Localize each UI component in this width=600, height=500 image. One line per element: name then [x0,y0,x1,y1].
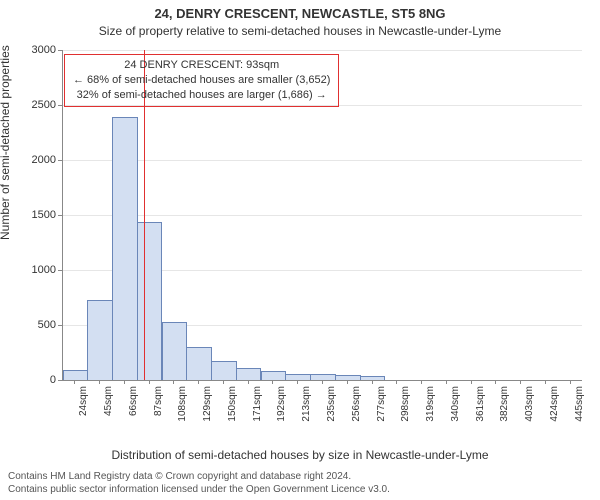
x-tick-label: 192sqm [276,386,287,422]
y-tick-label: 0 [50,374,56,386]
y-axis-line [62,50,63,380]
chart-container: 24, DENRY CRESCENT, NEWCASTLE, ST5 8NG S… [0,0,600,500]
attribution-line: Contains HM Land Registry data © Crown c… [8,470,390,483]
bar [137,222,163,380]
annotation-line: ← 68% of semi-detached houses are smalle… [73,73,330,88]
y-tick-label: 1000 [32,264,56,276]
bar [261,371,287,380]
chart-subtitle: Size of property relative to semi-detach… [0,24,600,38]
x-tick-label: 445sqm [574,386,585,422]
y-tick-label: 500 [38,319,56,331]
y-tick-label: 3000 [32,44,56,56]
annotation-line: 32% of semi-detached houses are larger (… [73,88,330,103]
x-tick-label: 108sqm [177,386,188,422]
y-axis-label: Number of semi-detached properties [0,45,12,240]
attribution-text: Contains HM Land Registry data © Crown c… [8,470,390,496]
x-tick-label: 424sqm [549,386,560,422]
x-tick-label: 150sqm [227,386,238,422]
x-tick-label: 319sqm [425,386,436,422]
x-tick-label: 277sqm [376,386,387,422]
x-tick-label: 171sqm [252,386,263,422]
plot-area: 05001000150020002500300024sqm45sqm66sqm8… [62,50,582,380]
x-tick-label: 298sqm [400,386,411,422]
bar [63,370,89,380]
x-tick-label: 256sqm [351,386,362,422]
gridline [62,215,582,216]
bar [211,361,237,380]
x-tick-label: 403sqm [524,386,535,422]
attribution-line: Contains public sector information licen… [8,483,390,496]
y-tick-label: 2500 [32,99,56,111]
x-tick-label: 66sqm [128,386,139,416]
y-tick-label: 1500 [32,209,56,221]
bar [112,117,138,380]
x-tick-label: 24sqm [78,386,89,416]
x-axis-line [62,380,582,381]
x-tick-label: 213sqm [301,386,312,422]
annotation-line: 24 DENRY CRESCENT: 93sqm [73,58,330,73]
x-tick-label: 87sqm [153,386,164,416]
x-tick-label: 361sqm [475,386,486,422]
x-tick-label: 382sqm [499,386,510,422]
bar [186,347,212,380]
annotation-box: 24 DENRY CRESCENT: 93sqm← 68% of semi-de… [64,54,339,107]
x-tick-label: 235sqm [326,386,337,422]
gridline [62,160,582,161]
x-axis-label: Distribution of semi-detached houses by … [0,448,600,462]
bar [87,300,113,380]
bar [236,368,262,380]
gridline [62,50,582,51]
x-tick-label: 45sqm [103,386,114,416]
x-tick-label: 340sqm [450,386,461,422]
bar [162,322,188,380]
y-tick-label: 2000 [32,154,56,166]
x-tick-label: 129sqm [202,386,213,422]
chart-title: 24, DENRY CRESCENT, NEWCASTLE, ST5 8NG [0,6,600,21]
